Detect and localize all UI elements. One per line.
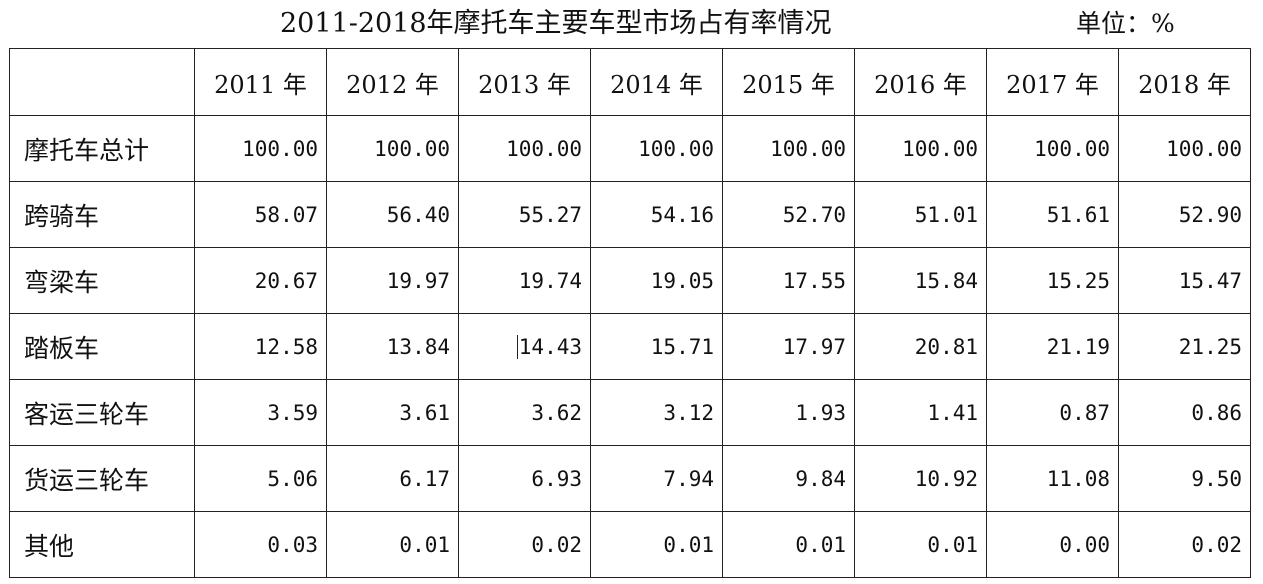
- column-header: 2015 年: [722, 48, 855, 116]
- table-row: 弯梁车 20.67 19.97 19.74 19.05 17.55 15.84 …: [9, 247, 1251, 314]
- table-row: 踏板车 12.58 13.84 14.43 15.71 17.97 20.81 …: [9, 313, 1251, 380]
- table-cell: 3.62: [458, 379, 591, 446]
- table-cell: 58.07: [194, 181, 327, 248]
- table-cell: 15.25: [986, 247, 1119, 314]
- row-label: 货运三轮车: [9, 445, 195, 512]
- cell-value: 14.43: [518, 334, 582, 359]
- table-cell: 6.93: [458, 445, 591, 512]
- table-cell: 0.00: [986, 511, 1119, 578]
- table-cell: 0.01: [326, 511, 459, 578]
- table-cell: 14.43: [458, 313, 591, 380]
- table-cell: 100.00: [986, 115, 1119, 182]
- table-cell: 21.19: [986, 313, 1119, 380]
- table-cell: 100.00: [722, 115, 855, 182]
- table-cell: 0.02: [1118, 511, 1251, 578]
- table-cell: 52.70: [722, 181, 855, 248]
- column-header: 2018 年: [1118, 48, 1251, 116]
- table-row: 摩托车总计 100.00 100.00 100.00 100.00 100.00…: [9, 115, 1251, 182]
- table-cell: 6.17: [326, 445, 459, 512]
- table-cell: 13.84: [326, 313, 459, 380]
- column-header: 2011 年: [194, 48, 327, 116]
- table-cell: 15.71: [590, 313, 723, 380]
- table-cell: 19.05: [590, 247, 723, 314]
- table-cell: 0.87: [986, 379, 1119, 446]
- table-cell: 12.58: [194, 313, 327, 380]
- table-row: 客运三轮车 3.59 3.61 3.62 3.12 1.93 1.41 0.87…: [9, 379, 1251, 446]
- table-cell: 20.81: [854, 313, 987, 380]
- table-cell: 20.67: [194, 247, 327, 314]
- column-header: 2016 年: [854, 48, 987, 116]
- table-cell: 0.01: [722, 511, 855, 578]
- table-cell: 0.03: [194, 511, 327, 578]
- table-cell: 0.01: [854, 511, 987, 578]
- row-label: 踏板车: [9, 313, 195, 380]
- table-cell: 3.59: [194, 379, 327, 446]
- table-cell: 10.92: [854, 445, 987, 512]
- document-title: 2011-2018年摩托车主要车型市场占有率情况: [280, 8, 832, 39]
- table-cell: 100.00: [1118, 115, 1251, 182]
- text-cursor: [516, 334, 518, 359]
- table-cell: 19.97: [326, 247, 459, 314]
- table-cell: 100.00: [194, 115, 327, 182]
- row-label: 其他: [9, 511, 195, 578]
- table-row: 其他 0.03 0.01 0.02 0.01 0.01 0.01 0.00 0.…: [9, 511, 1251, 578]
- table-cell: 3.12: [590, 379, 723, 446]
- table-row: 跨骑车 58.07 56.40 55.27 54.16 52.70 51.01 …: [9, 181, 1251, 248]
- table-cell: 17.55: [722, 247, 855, 314]
- table-cell: 5.06: [194, 445, 327, 512]
- table-cell: 19.74: [458, 247, 591, 314]
- column-header: 2012 年: [326, 48, 459, 116]
- table-cell: 11.08: [986, 445, 1119, 512]
- row-label: 跨骑车: [9, 181, 195, 248]
- table-cell: 54.16: [590, 181, 723, 248]
- table-cell: 100.00: [590, 115, 723, 182]
- column-header: 2013 年: [458, 48, 591, 116]
- table-cell: 9.50: [1118, 445, 1251, 512]
- table-cell: 55.27: [458, 181, 591, 248]
- table-cell: 15.47: [1118, 247, 1251, 314]
- table-cell: 17.97: [722, 313, 855, 380]
- table-cell: 1.41: [854, 379, 987, 446]
- corner-cell: [9, 48, 195, 116]
- table-cell: 0.02: [458, 511, 591, 578]
- table-cell: 0.01: [590, 511, 723, 578]
- column-header: 2017 年: [986, 48, 1119, 116]
- table-cell: 0.86: [1118, 379, 1251, 446]
- table-cell: 7.94: [590, 445, 723, 512]
- table-cell: 15.84: [854, 247, 987, 314]
- table-cell: 100.00: [458, 115, 591, 182]
- table-cell: 9.84: [722, 445, 855, 512]
- table-cell: 52.90: [1118, 181, 1251, 248]
- market-share-table: 2011 年 2012 年 2013 年 2014 年 2015 年 2016 …: [9, 48, 1251, 578]
- table-cell: 56.40: [326, 181, 459, 248]
- table-cell: 3.61: [326, 379, 459, 446]
- table-cell: 51.61: [986, 181, 1119, 248]
- unit-label: 单位：%: [1076, 9, 1175, 38]
- table-cell: 51.01: [854, 181, 987, 248]
- row-label: 客运三轮车: [9, 379, 195, 446]
- table-cell: 21.25: [1118, 313, 1251, 380]
- table-cell: 100.00: [854, 115, 987, 182]
- table-row: 货运三轮车 5.06 6.17 6.93 7.94 9.84 10.92 11.…: [9, 445, 1251, 512]
- row-label: 弯梁车: [9, 247, 195, 314]
- table-cell: 100.00: [326, 115, 459, 182]
- row-label: 摩托车总计: [9, 115, 195, 182]
- header-row: 2011 年 2012 年 2013 年 2014 年 2015 年 2016 …: [9, 48, 1251, 116]
- table-cell: 1.93: [722, 379, 855, 446]
- column-header: 2014 年: [590, 48, 723, 116]
